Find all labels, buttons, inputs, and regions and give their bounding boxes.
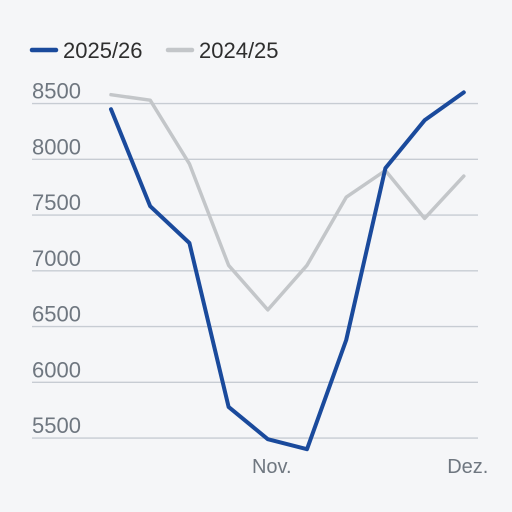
y-tick-label-5500: 5500 [32, 413, 81, 438]
y-tick-label-8500: 8500 [32, 79, 81, 104]
x-tick-label-Nov: Nov. [252, 456, 292, 478]
legend-label-2024-25: 2024/25 [199, 38, 279, 63]
legend-label-2025-26: 2025/26 [63, 38, 143, 63]
chart-legend: 2025/26 2024/25 [29, 38, 279, 63]
y-tick-label-7500: 7500 [32, 190, 81, 215]
y-tick-label-6500: 6500 [32, 302, 81, 327]
series-line-2024-25 [109, 92, 466, 312]
y-tick-label-7000: 7000 [32, 246, 81, 271]
chart-grid [32, 102, 478, 439]
x-axis-ticks: Nov. Dez. [252, 456, 488, 478]
chart-series [109, 90, 466, 452]
x-tick-label-Dez: Dez. [447, 456, 488, 478]
series-line-2025-26 [109, 90, 466, 452]
y-tick-label-6000: 6000 [32, 357, 81, 382]
y-tick-label-8000: 8000 [32, 134, 81, 159]
y-axis-ticks: 5500 6000 6500 7000 7500 8000 8500 [32, 79, 81, 439]
